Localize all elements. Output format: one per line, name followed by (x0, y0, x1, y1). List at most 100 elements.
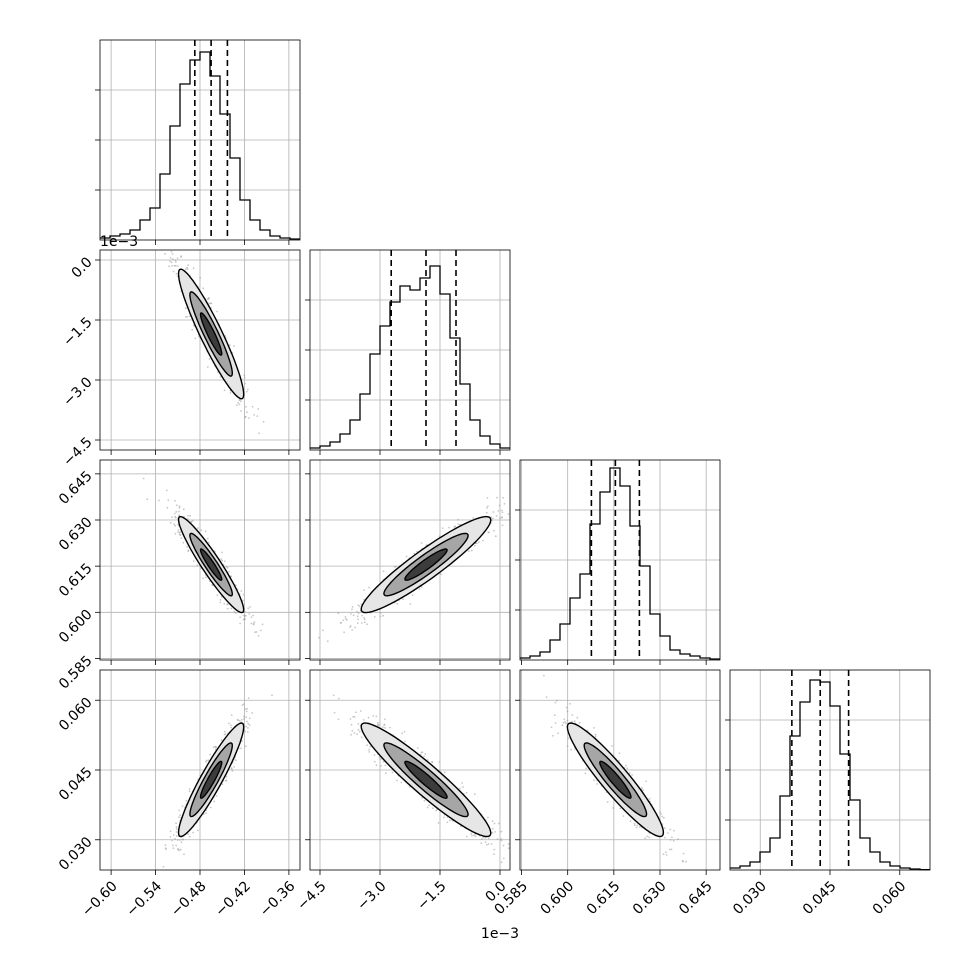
histogram-panel-1 (95, 39, 301, 245)
sample-point (162, 865, 165, 868)
sample-point (205, 576, 207, 579)
sample-point (373, 760, 376, 763)
sample-point (367, 716, 370, 719)
sample-point (326, 640, 329, 643)
sample-point (224, 560, 226, 563)
sample-point (235, 612, 237, 614)
sample-point (240, 400, 242, 403)
sample-point (257, 408, 260, 410)
sample-point (543, 674, 545, 677)
sample-point (673, 829, 675, 832)
sample-point (669, 839, 672, 841)
sample-point (251, 712, 254, 714)
sample-point (246, 720, 248, 723)
sample-point (426, 806, 429, 809)
scatter-panel-3-2 (305, 459, 511, 665)
sample-point (470, 549, 473, 552)
sample-point (178, 809, 181, 812)
sample-point (611, 745, 613, 747)
sample-point (361, 614, 363, 617)
sample-point (488, 531, 490, 534)
sample-point (478, 541, 480, 544)
sample-point (503, 502, 506, 505)
sample-point (322, 629, 324, 632)
sample-point (473, 834, 475, 837)
sample-point (670, 848, 673, 851)
sample-point (375, 715, 378, 718)
sample-point (237, 401, 240, 404)
sample-point (240, 719, 243, 721)
sample-point (192, 267, 195, 270)
sample-point (247, 697, 250, 700)
sample-point (473, 544, 476, 547)
sample-point (487, 843, 490, 845)
sample-point (431, 807, 434, 810)
sample-point (242, 703, 245, 706)
sample-point (396, 602, 399, 605)
histogram-step (100, 51, 300, 240)
sample-point (239, 622, 242, 625)
sample-point (337, 612, 340, 615)
sample-point (418, 588, 421, 590)
sample-point (428, 804, 430, 807)
sample-point (185, 799, 188, 802)
sample-point (175, 831, 178, 833)
sample-point (446, 821, 449, 824)
sample-point (186, 268, 189, 270)
sample-point (502, 857, 505, 860)
sample-point (356, 615, 359, 618)
sample-point (224, 730, 226, 733)
sample-point (672, 839, 675, 842)
sample-point (487, 816, 489, 819)
sample-point (486, 497, 489, 499)
sample-point (171, 264, 173, 267)
sample-point (214, 745, 216, 748)
sample-point (178, 533, 181, 536)
sample-point (172, 847, 175, 850)
sample-point (440, 573, 442, 575)
sample-point (499, 517, 501, 519)
sample-point (500, 839, 503, 842)
sample-point (178, 510, 180, 513)
sample-point (396, 779, 398, 782)
sample-point (239, 616, 242, 618)
sample-point (389, 726, 391, 729)
sample-point (244, 618, 247, 620)
sample-point (353, 732, 356, 734)
sample-point (209, 753, 212, 756)
sample-point (185, 316, 187, 318)
sample-point (247, 607, 250, 610)
sample-point (471, 834, 473, 837)
sample-point (180, 841, 183, 844)
sample-point (502, 496, 504, 499)
sample-point (402, 598, 405, 601)
sample-point (221, 783, 224, 786)
sample-point (177, 529, 180, 531)
sample-point (495, 515, 498, 517)
sample-point (178, 506, 181, 509)
sample-point (248, 724, 251, 726)
sample-point (200, 529, 203, 531)
sample-point (355, 711, 357, 714)
sample-point (484, 837, 487, 839)
sample-point (384, 718, 386, 721)
sample-point (174, 532, 177, 535)
sample-point (230, 714, 233, 716)
sample-point (244, 745, 247, 748)
sample-point (356, 622, 359, 624)
sample-point (243, 715, 245, 718)
sample-point (248, 717, 251, 720)
sample-point (382, 614, 385, 617)
sample-point (235, 759, 237, 762)
sample-point (448, 526, 450, 529)
sample-point (344, 617, 347, 620)
sample-point (174, 524, 177, 527)
sample-point (244, 382, 246, 385)
sample-point (208, 302, 211, 305)
sample-point (243, 718, 245, 720)
sample-point (343, 631, 345, 634)
sample-point (246, 707, 248, 710)
sample-point (244, 615, 247, 617)
sample-point (373, 754, 376, 756)
